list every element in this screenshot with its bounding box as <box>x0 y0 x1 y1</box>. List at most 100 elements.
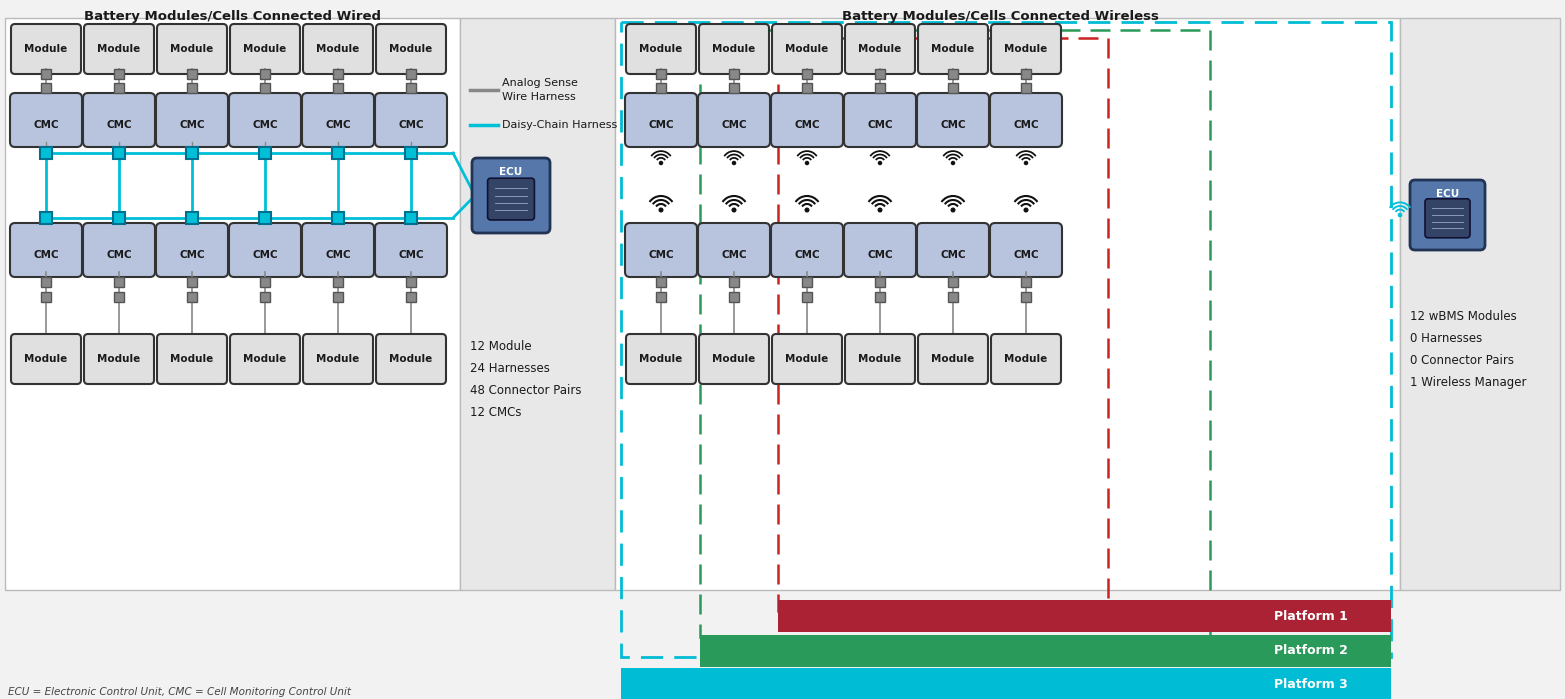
FancyBboxPatch shape <box>83 223 155 277</box>
Bar <box>621 668 1391 699</box>
Text: Module: Module <box>931 44 975 54</box>
Bar <box>332 147 344 159</box>
Bar <box>460 18 615 590</box>
Text: Module: Module <box>316 44 360 54</box>
Text: Daisy-Chain Harness: Daisy-Chain Harness <box>502 120 617 130</box>
Text: Module: Module <box>712 354 756 364</box>
Bar <box>5 18 460 590</box>
FancyBboxPatch shape <box>919 24 988 74</box>
Bar <box>186 69 197 79</box>
Text: Module: Module <box>390 44 432 54</box>
Text: CMC: CMC <box>106 250 131 260</box>
Text: CMC: CMC <box>398 120 424 130</box>
Text: CMC: CMC <box>648 120 675 130</box>
Text: ECU = Electronic Control Unit, CMC = Cell Monitoring Control Unit: ECU = Electronic Control Unit, CMC = Cel… <box>8 687 351 697</box>
Bar <box>113 212 125 224</box>
Bar <box>260 69 271 79</box>
Text: CMC: CMC <box>721 120 747 130</box>
FancyBboxPatch shape <box>473 158 549 233</box>
Circle shape <box>659 161 662 164</box>
FancyBboxPatch shape <box>772 334 842 384</box>
FancyBboxPatch shape <box>624 223 696 277</box>
Text: Module: Module <box>931 354 975 364</box>
Text: CMC: CMC <box>1013 250 1039 260</box>
FancyBboxPatch shape <box>1426 199 1470 238</box>
Text: Module: Module <box>390 354 432 364</box>
Text: CMC: CMC <box>106 120 131 130</box>
FancyBboxPatch shape <box>156 24 227 74</box>
Text: Module: Module <box>316 354 360 364</box>
Bar <box>801 83 812 93</box>
FancyBboxPatch shape <box>626 24 696 74</box>
Bar <box>621 22 1391 657</box>
Text: Module: Module <box>97 44 141 54</box>
Bar <box>41 147 52 159</box>
Text: CMC: CMC <box>867 120 892 130</box>
FancyBboxPatch shape <box>772 223 844 277</box>
Bar <box>405 69 416 79</box>
FancyBboxPatch shape <box>376 223 448 277</box>
Text: CMC: CMC <box>33 250 59 260</box>
FancyBboxPatch shape <box>700 24 768 74</box>
Bar <box>1401 18 1560 590</box>
FancyArrow shape <box>473 192 484 199</box>
FancyBboxPatch shape <box>698 223 770 277</box>
FancyBboxPatch shape <box>156 223 228 277</box>
Text: Module: Module <box>858 44 901 54</box>
Text: Module: Module <box>1005 354 1047 364</box>
Bar <box>875 83 884 93</box>
Text: Module: Module <box>97 354 141 364</box>
Text: CMC: CMC <box>1013 120 1039 130</box>
Bar <box>186 292 197 302</box>
Bar <box>875 277 884 287</box>
FancyBboxPatch shape <box>991 223 1063 277</box>
Text: ECU: ECU <box>499 167 523 177</box>
Bar <box>41 277 52 287</box>
Bar <box>41 292 52 302</box>
Text: CMC: CMC <box>252 250 279 260</box>
Circle shape <box>1025 161 1028 164</box>
FancyBboxPatch shape <box>772 24 842 74</box>
Bar <box>875 69 884 79</box>
Bar <box>801 292 812 302</box>
Bar <box>41 69 52 79</box>
Bar <box>333 277 343 287</box>
Bar <box>114 83 124 93</box>
FancyBboxPatch shape <box>11 24 81 74</box>
Bar <box>729 277 739 287</box>
Bar <box>186 277 197 287</box>
Bar <box>875 292 884 302</box>
Bar <box>333 83 343 93</box>
Bar <box>114 292 124 302</box>
Text: CMC: CMC <box>793 250 820 260</box>
Bar <box>1020 292 1031 302</box>
Bar <box>333 292 343 302</box>
FancyBboxPatch shape <box>844 93 916 147</box>
FancyBboxPatch shape <box>85 24 153 74</box>
Text: Battery Modules/Cells Connected Wireless: Battery Modules/Cells Connected Wireless <box>842 10 1158 23</box>
Bar <box>1020 69 1031 79</box>
FancyBboxPatch shape <box>156 93 228 147</box>
Bar <box>1020 277 1031 287</box>
FancyBboxPatch shape <box>845 334 916 384</box>
Bar <box>948 83 958 93</box>
FancyBboxPatch shape <box>917 223 989 277</box>
Bar <box>700 635 1391 667</box>
Text: Battery Modules/Cells Connected Wired: Battery Modules/Cells Connected Wired <box>83 10 380 23</box>
Text: CMC: CMC <box>178 250 205 260</box>
FancyBboxPatch shape <box>698 93 770 147</box>
Bar <box>405 277 416 287</box>
Text: CMC: CMC <box>326 250 351 260</box>
Bar <box>948 292 958 302</box>
Text: CMC: CMC <box>941 120 966 130</box>
Text: 12 Module
24 Harnesses
48 Connector Pairs
12 CMCs: 12 Module 24 Harnesses 48 Connector Pair… <box>470 340 582 419</box>
Bar <box>114 69 124 79</box>
Bar <box>41 212 52 224</box>
FancyBboxPatch shape <box>845 24 916 74</box>
Bar <box>615 18 1401 590</box>
Bar <box>260 277 271 287</box>
Circle shape <box>1024 208 1028 212</box>
Bar <box>700 30 1210 637</box>
Bar <box>333 69 343 79</box>
Text: Platform 1: Platform 1 <box>1274 610 1347 623</box>
